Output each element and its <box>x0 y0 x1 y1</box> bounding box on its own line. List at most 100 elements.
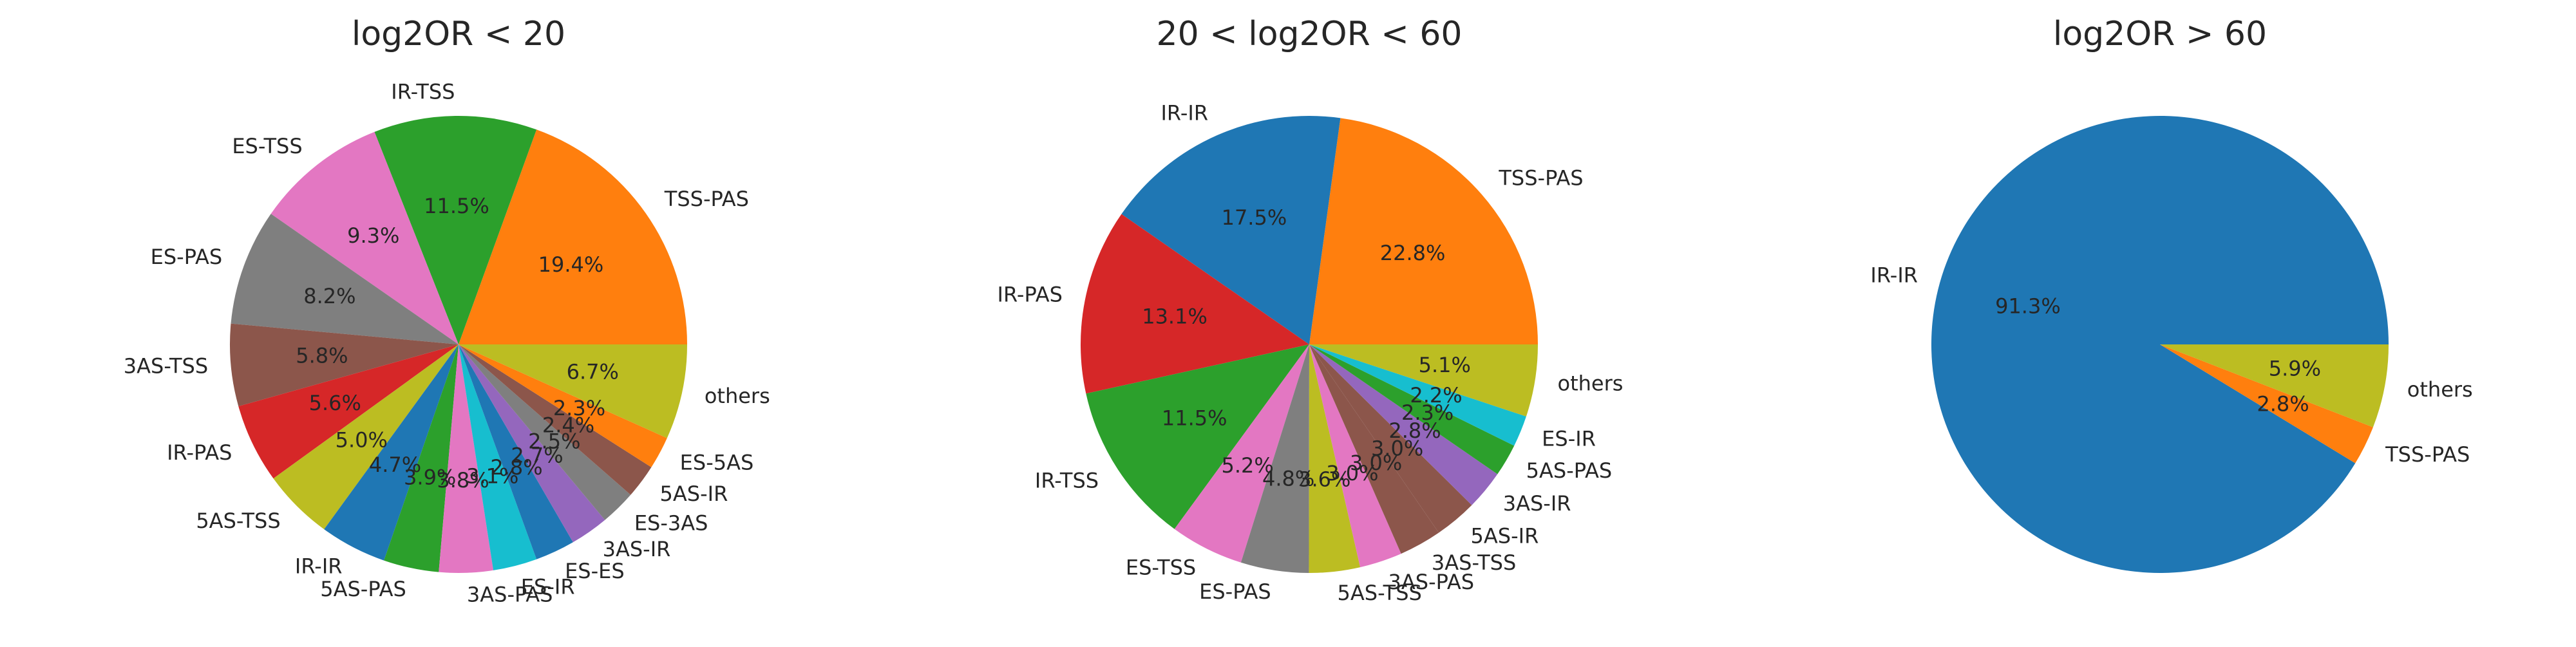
pie-slice-ir-pas <box>1081 214 1309 394</box>
pie-slice-3as-ir <box>459 344 605 543</box>
slice-label: ES-TSS <box>232 134 302 158</box>
pie-slice-ir-ir <box>324 344 459 561</box>
slice-label: 5AS-IR <box>1471 524 1539 549</box>
pie-slice-ir-pas <box>238 344 459 479</box>
slice-percent-label: 3.6% <box>1298 467 1350 492</box>
slice-percent-label: 2.3% <box>553 396 605 420</box>
slice-percent-label: 3.8% <box>437 468 489 492</box>
slice-percent-label: 91.3% <box>1995 294 2061 319</box>
pie-slice-es-ir <box>1309 344 1526 446</box>
pie-slice-ir-tss <box>1086 344 1309 529</box>
slice-label: ES-ES <box>565 559 625 583</box>
pie-slice-es-pas <box>1240 344 1309 573</box>
pie-slice-es-5as <box>459 344 667 467</box>
slice-label: ES-5AS <box>680 450 754 474</box>
pie-slice-5as-pas <box>384 344 459 572</box>
slice-label: TSS-PAS <box>2385 442 2470 467</box>
slice-label: IR-TSS <box>1035 469 1099 493</box>
slice-label: 5AS-PAS <box>1526 458 1613 483</box>
pie-chart-low: log2OR < 20 TSS-PAS 19.4% IR-TSS 11.5% ES-TS… <box>124 15 770 606</box>
pie-slice-es-es <box>459 344 573 559</box>
slice-percent-label: 5.0% <box>336 427 388 452</box>
pie-chart-high: log2OR > 60 IR-IR 91.3% TSS-PAS 2.8% others 5… <box>1870 15 2473 574</box>
slice-percent-label: 2.4% <box>542 413 594 438</box>
slice-percent-label: 2.8% <box>2257 391 2309 416</box>
pie-slice-ir-ir <box>1931 116 2389 574</box>
pie-slice-3as-tss <box>230 323 459 407</box>
slice-label: 5AS-TSS <box>1338 581 1422 605</box>
slice-percent-label: 11.5% <box>1162 406 1227 430</box>
pie-slice-others <box>459 344 687 438</box>
slice-percent-label: 13.1% <box>1142 305 1208 329</box>
slice-label: 3AS-IR <box>1503 491 1571 516</box>
slice-label: IR-PAS <box>167 440 232 465</box>
slice-percent-label: 5.2% <box>1221 453 1273 478</box>
slice-percent-label: 3.1% <box>466 464 518 488</box>
pie-slice-others <box>1309 344 1538 417</box>
pie-slice-es-pas <box>231 214 459 344</box>
slice-percent-label: 5.9% <box>2269 356 2321 380</box>
pie-slice-5as-pas <box>1309 344 1515 474</box>
chart-title: log2OR < 20 <box>352 15 565 53</box>
chart-title: log2OR > 60 <box>2053 15 2267 53</box>
slice-label: ES-IR <box>1542 426 1596 451</box>
slice-percent-label: 11.5% <box>424 194 489 218</box>
pie-slice-others <box>2160 344 2389 427</box>
slice-label: 3AS-TSS <box>1432 550 1516 575</box>
chart-title: 20 < log2OR < 60 <box>1156 15 1462 53</box>
slice-label: 3AS-PAS <box>467 582 553 606</box>
slice-label: ES-TSS <box>1126 556 1196 580</box>
pie-slice-3as-tss <box>1309 344 1439 554</box>
slice-label: others <box>1557 371 1623 395</box>
pie-slice-3as-ir <box>1309 344 1498 505</box>
slice-label: ES-IR <box>521 574 575 599</box>
slice-label: IR-IR <box>1870 263 1918 288</box>
pie-slice-5as-ir <box>1309 344 1472 533</box>
slice-percent-label: 2.8% <box>1388 418 1441 443</box>
slice-label: 3AS-TSS <box>124 354 208 379</box>
slice-percent-label: 2.8% <box>490 455 542 480</box>
slice-percent-label: 4.7% <box>369 453 421 477</box>
slice-percent-label: 2.3% <box>1401 400 1454 425</box>
slice-label: 5AS-TSS <box>196 509 280 533</box>
pie-chart-mid: 20 < log2OR < 60 TSS-PAS 22.8% IR-IR 17.5% I… <box>998 15 1624 605</box>
pie-slice-tss-pas <box>1309 118 1538 344</box>
slice-percent-label: 17.5% <box>1222 205 1287 230</box>
slice-label: 3AS-IR <box>603 537 671 561</box>
slice-percent-label: 8.2% <box>303 284 355 308</box>
slice-percent-label: 4.8% <box>1262 467 1314 491</box>
slice-label: others <box>705 384 770 408</box>
slice-percent-label: 3.0% <box>1371 436 1423 460</box>
pie-slice-3as-pas <box>439 344 494 574</box>
slice-label: IR-IR <box>1160 100 1208 125</box>
pie-slice-es-3as <box>459 344 631 520</box>
slice-percent-label: 2.2% <box>1410 383 1462 408</box>
slice-percent-label: 5.8% <box>296 343 348 368</box>
slice-label: TSS-PAS <box>1498 165 1583 190</box>
pie-slice-ir-ir <box>1121 115 1341 345</box>
slice-percent-label: 3.9% <box>404 465 456 489</box>
slice-percent-label: 9.3% <box>347 223 399 248</box>
pie-slice-5as-ir <box>459 344 652 495</box>
slice-percent-label: 2.7% <box>511 444 563 468</box>
slice-label: IR-IR <box>295 554 343 578</box>
slice-label: 5AS-IR <box>660 482 728 506</box>
pie-slice-es-tss <box>270 131 459 344</box>
slice-percent-label: 19.4% <box>538 252 604 277</box>
slice-percent-label: 5.6% <box>309 391 361 415</box>
slice-percent-label: 22.8% <box>1380 241 1446 265</box>
pie-slice-5as-tss <box>273 344 459 530</box>
slice-percent-label: 2.5% <box>528 429 580 453</box>
slice-percent-label: 3.0% <box>1326 461 1378 485</box>
pie-slice-3as-pas <box>1309 344 1401 568</box>
pie-slice-ir-tss <box>374 115 537 344</box>
slice-label: IR-PAS <box>998 282 1063 306</box>
pie-slice-tss-pas <box>2160 344 2373 464</box>
slice-percent-label: 3.0% <box>1350 451 1402 475</box>
pie-slice-5as-tss <box>1309 344 1361 574</box>
slice-label: 5AS-PAS <box>320 577 406 601</box>
slice-label: others <box>2407 377 2473 402</box>
slice-label: 3AS-PAS <box>1388 570 1475 594</box>
